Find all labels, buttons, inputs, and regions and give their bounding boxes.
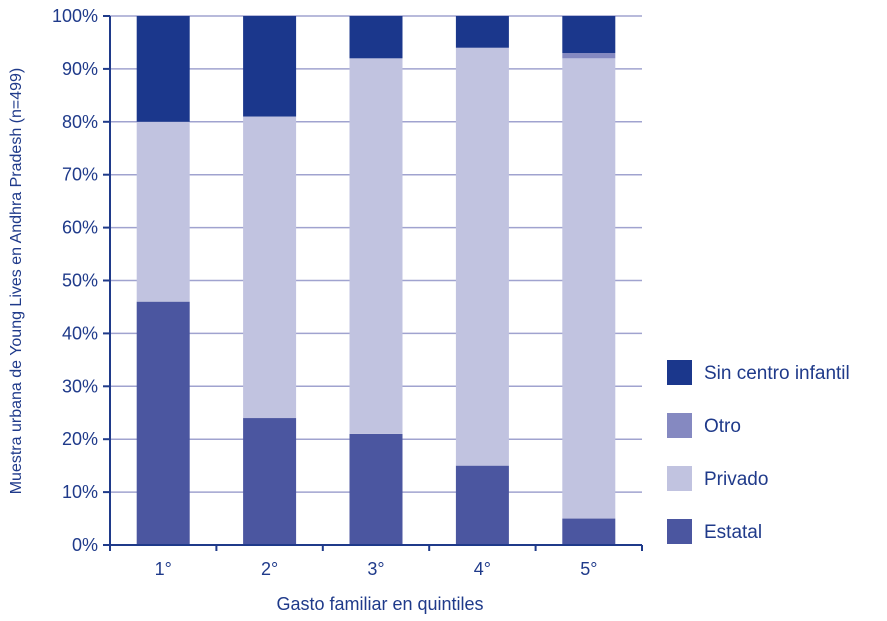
- legend-swatch-estatal: [667, 519, 692, 544]
- bar-segment-sin-centro-infantil: [136, 16, 190, 122]
- legend-swatch-otro: [667, 413, 692, 438]
- bar-segment-sin-centro-infantil: [562, 16, 616, 54]
- legend-swatch-sin-centro-infantil: [667, 360, 692, 385]
- bar-segment-otro: [562, 53, 616, 59]
- y-tick-label: 100%: [52, 6, 98, 26]
- bar-segment-privado: [243, 116, 297, 419]
- legend-swatch-privado: [667, 466, 692, 491]
- y-tick-labels: 0% 10% 20% 30% 40% 50% 60% 70% 80% 90% 100%: [52, 6, 98, 555]
- bar-segment-privado: [562, 58, 616, 519]
- x-axis-title: Gasto familiar en quintiles: [276, 594, 483, 614]
- bar-segment-sin-centro-infantil: [455, 16, 509, 48]
- bar-segment-sin-centro-infantil: [243, 16, 297, 117]
- bar-segment-estatal: [349, 433, 403, 545]
- bar-segment-estatal: [562, 518, 616, 545]
- legend-label-sin-centro-infantil: Sin centro infantil: [704, 363, 850, 384]
- bar-segment-privado: [455, 47, 509, 466]
- y-tick-label: 40%: [62, 323, 98, 343]
- bars: [136, 16, 616, 545]
- legend-label-estatal: Estatal: [704, 522, 762, 543]
- axes: [103, 15, 643, 551]
- bar-segment-estatal: [243, 418, 297, 545]
- y-tick-label: 20%: [62, 429, 98, 449]
- bar-segment-privado: [349, 58, 403, 434]
- x-tick-label: 4°: [474, 559, 491, 579]
- y-tick-label: 0%: [72, 535, 98, 555]
- y-tick-label: 90%: [62, 59, 98, 79]
- legend-label-privado: Privado: [704, 469, 768, 490]
- y-tick-label: 10%: [62, 482, 98, 502]
- bar-segment-estatal: [136, 301, 190, 545]
- bar-segment-estatal: [455, 465, 509, 545]
- bar-segment-privado: [136, 121, 190, 302]
- y-tick-label: 30%: [62, 376, 98, 396]
- legend: Sin centro infantil Otro Privado Estatal: [667, 360, 850, 544]
- legend-label-otro: Otro: [704, 416, 741, 437]
- bar-segment-sin-centro-infantil: [349, 16, 403, 59]
- x-tick-label: 3°: [367, 559, 384, 579]
- y-axis-title: Muestra urbana de Young Lives en Andhra …: [8, 68, 25, 495]
- y-tick-label: 80%: [62, 112, 98, 132]
- y-tick-label: 60%: [62, 218, 98, 238]
- y-tick-label: 50%: [62, 271, 98, 291]
- x-tick-labels: 1° 2° 3° 4° 5°: [155, 559, 598, 579]
- y-tick-label: 70%: [62, 165, 98, 185]
- x-tick-label: 2°: [261, 559, 278, 579]
- x-tick-label: 5°: [580, 559, 597, 579]
- x-tick-label: 1°: [155, 559, 172, 579]
